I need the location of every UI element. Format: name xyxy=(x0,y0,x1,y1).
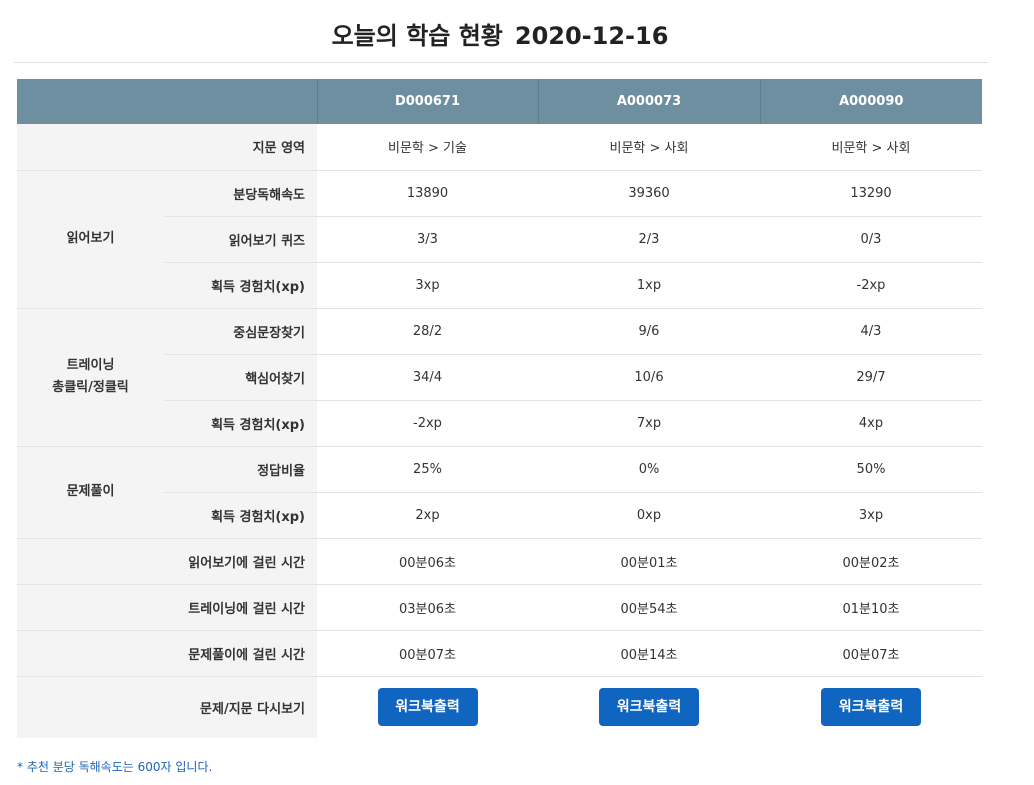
cell-value: 3xp xyxy=(760,492,982,539)
cell-value: 0/3 xyxy=(760,216,982,263)
row-label-reading-speed: 분당독해속도 xyxy=(164,170,317,217)
table-row: 핵심어찾기 34/4 10/6 29/7 xyxy=(17,354,982,401)
row-label-correct-ratio: 정답비율 xyxy=(164,446,317,493)
cell-value: 10/6 xyxy=(538,354,760,401)
row-label-review: 문제/지문 다시보기 xyxy=(17,676,317,738)
cell-value: 00분54초 xyxy=(538,584,760,631)
cell-value: 9/6 xyxy=(538,308,760,355)
group-label-problem: 문제풀이 xyxy=(17,446,164,539)
cell-value: 29/7 xyxy=(760,354,982,401)
row-label-time-reading: 읽어보기에 걸린 시간 xyxy=(17,538,317,585)
cell-button: 워크북출력 xyxy=(317,676,538,738)
row-label-keyword: 핵심어찾기 xyxy=(164,354,317,401)
cell-value: 3xp xyxy=(317,262,538,309)
row-label-problem-xp: 획득 경험치(xp) xyxy=(164,492,317,539)
cell-value: 비문학 > 사회 xyxy=(760,124,982,171)
page-title: 오늘의 학습 현황 2020-12-16 xyxy=(0,16,1000,51)
cell-value: 25% xyxy=(317,446,538,493)
cell-value: 00분01초 xyxy=(538,538,760,585)
row-label-area: 지문 영역 xyxy=(17,124,317,171)
cell-value: 01분10초 xyxy=(760,584,982,631)
table-row: 획득 경험치(xp) 3xp 1xp -2xp xyxy=(17,262,982,309)
row-label-training-xp: 획득 경험치(xp) xyxy=(164,400,317,447)
table-row: 지문 영역 비문학 > 기술 비문학 > 사회 비문학 > 사회 xyxy=(17,124,982,171)
cell-value: 34/4 xyxy=(317,354,538,401)
cell-value: 1xp xyxy=(538,262,760,309)
group-label-training-line2: 총클릭/정클릭 xyxy=(52,380,129,395)
cell-value: -2xp xyxy=(760,262,982,309)
table-row: 획득 경험치(xp) 2xp 0xp 3xp xyxy=(17,492,982,539)
cell-value: 28/2 xyxy=(317,308,538,355)
cell-value: 13890 xyxy=(317,170,538,217)
cell-button: 워크북출력 xyxy=(538,676,760,738)
column-header: D000671 xyxy=(316,79,538,124)
page-title-text: 오늘의 학습 현황 xyxy=(331,22,503,50)
cell-value: 03분06초 xyxy=(317,584,538,631)
cell-value: 2xp xyxy=(317,492,538,539)
row-label-central-sentence: 중심문장찾기 xyxy=(164,308,317,355)
cell-value: 00분14초 xyxy=(538,630,760,677)
cell-value: 4/3 xyxy=(760,308,982,355)
table-row: 문제풀이 정답비율 25% 0% 50% xyxy=(17,446,982,539)
group-label-reading: 읽어보기 xyxy=(17,170,164,309)
cell-value: 00분07초 xyxy=(760,630,982,677)
table-row: 읽어보기 분당독해속도 13890 39360 13290 xyxy=(17,170,982,309)
column-header: A000073 xyxy=(537,79,760,124)
row-label-reading-xp: 획득 경험치(xp) xyxy=(164,262,317,309)
cell-value: -2xp xyxy=(317,400,538,447)
header-corner xyxy=(17,79,317,124)
study-status-table: D000671 A000073 A000090 지문 영역 비문학 > 기술 비… xyxy=(17,79,982,738)
table-row: 읽어보기에 걸린 시간 00분06초 00분01초 00분02초 xyxy=(17,538,982,585)
table-row: 트레이닝에 걸린 시간 03분06초 00분54초 01분10초 xyxy=(17,584,982,631)
row-label-time-training: 트레이닝에 걸린 시간 xyxy=(17,584,317,631)
table-row: 읽어보기 퀴즈 3/3 2/3 0/3 xyxy=(17,216,982,263)
row-label-time-problem: 문제풀이에 걸린 시간 xyxy=(17,630,317,677)
cell-value: 2/3 xyxy=(538,216,760,263)
row-label-reading-quiz: 읽어보기 퀴즈 xyxy=(164,216,317,263)
cell-value: 0% xyxy=(538,446,760,493)
cell-value: 3/3 xyxy=(317,216,538,263)
cell-value: 00분07초 xyxy=(317,630,538,677)
cell-value: 00분02초 xyxy=(760,538,982,585)
page-date: 2020-12-16 xyxy=(514,22,669,50)
table-row: 문제/지문 다시보기 워크북출력 워크북출력 워크북출력 xyxy=(17,676,982,738)
cell-value: 0xp xyxy=(538,492,760,539)
cell-value: 13290 xyxy=(760,170,982,217)
cell-value: 4xp xyxy=(760,400,982,447)
title-divider xyxy=(14,62,988,63)
table-row: 획득 경험치(xp) -2xp 7xp 4xp xyxy=(17,400,982,447)
table-row: 문제풀이에 걸린 시간 00분07초 00분14초 00분07초 xyxy=(17,630,982,677)
table-row: 트레이닝 총클릭/정클릭 중심문장찾기 28/2 9/6 4/3 xyxy=(17,308,982,447)
workbook-print-button[interactable]: 워크북출력 xyxy=(821,688,921,727)
workbook-print-button[interactable]: 워크북출력 xyxy=(599,688,699,727)
cell-value: 7xp xyxy=(538,400,760,447)
group-label-training-line1: 트레이닝 xyxy=(66,358,115,373)
workbook-print-button[interactable]: 워크북출력 xyxy=(377,688,478,727)
cell-button: 워크북출력 xyxy=(760,676,982,738)
cell-value: 39360 xyxy=(538,170,760,217)
group-label-training: 트레이닝 총클릭/정클릭 xyxy=(17,308,164,447)
cell-value: 비문학 > 사회 xyxy=(538,124,760,171)
reading-speed-footnote: * 추천 분당 독해속도는 600자 입니다. xyxy=(17,760,213,774)
column-header: A000090 xyxy=(759,79,982,124)
cell-value: 00분06초 xyxy=(317,538,538,585)
cell-value: 비문학 > 기술 xyxy=(317,124,538,171)
cell-value: 50% xyxy=(760,446,982,493)
table-header-row: D000671 A000073 A000090 xyxy=(17,79,982,124)
